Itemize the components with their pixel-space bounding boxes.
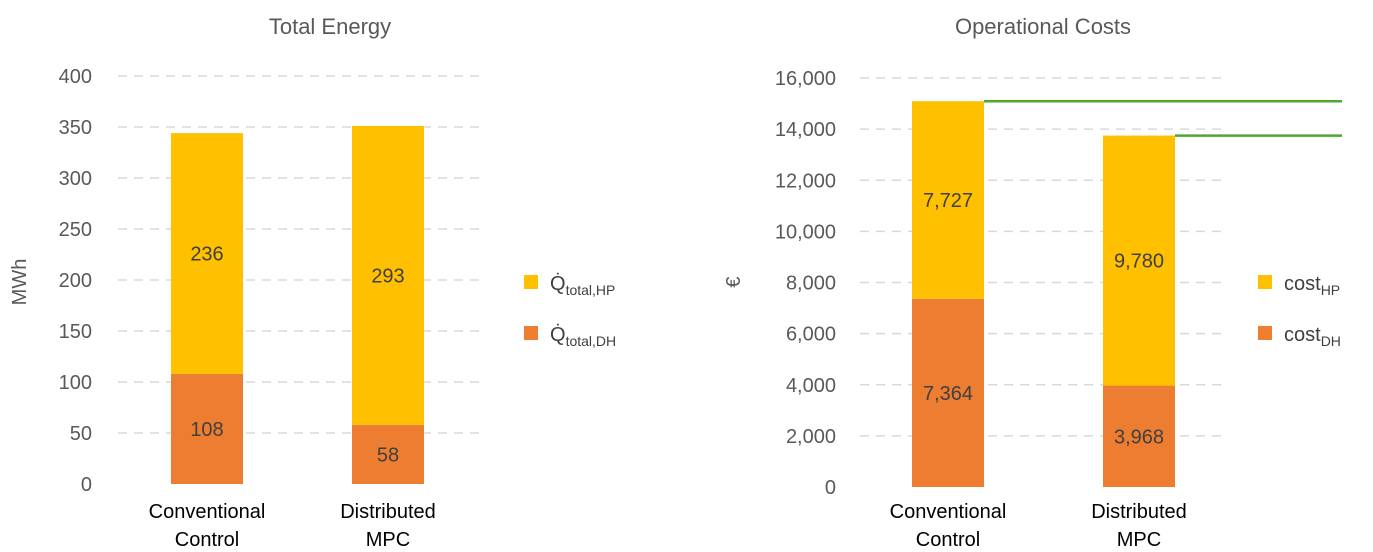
x-tick-label: Conventional [149,501,266,523]
x-tick-label: Control [916,529,980,551]
y-tick-label: 350 [59,117,92,139]
legend-label: Q̇total,HP [550,273,615,298]
chart-title: Operational Costs [955,14,1131,39]
x-tick-label: MPC [1117,529,1161,551]
legend-label: costDH [1284,324,1341,349]
legend-swatch [1258,275,1272,289]
data-label: 108 [190,419,223,441]
y-tick-label: 12,000 [775,170,836,192]
x-tick-label: Distributed [340,501,436,523]
legend-swatch [524,275,538,289]
bar-segment [1103,135,1175,386]
chart-2: Operational Costs 0 2,000 4,000 6,000 8,000 10… [723,14,1342,551]
legend-item: costDH [1258,324,1341,349]
chart-1: Total Energy 0 50 100 150 200 250 300 350 400 MWh 1… [9,14,616,551]
legend-label: Q̇total,DH [550,324,616,349]
y-tick-label: 8,000 [786,273,836,295]
x-tick-label: Control [175,529,239,551]
bar-segment [352,424,424,484]
y-tick-label: 150 [59,321,92,343]
x-tick-label: MPC [366,529,410,551]
y-tick-label: 10,000 [775,221,836,243]
y-tick-label: 400 [59,66,92,88]
y-axis-label: € [723,276,745,287]
legend-item: Q̇total,DH [524,324,616,349]
legend-swatch [1258,326,1272,340]
y-tick-label: 0 [81,474,92,496]
y-tick-label: 2,000 [786,426,836,448]
data-label: 7,364 [923,383,973,405]
x-tick-label: Distributed [1091,501,1187,523]
y-tick-label: 200 [59,270,92,292]
legend-item: costHP [1258,273,1340,298]
bar-segment [912,101,984,299]
bar-segment [1103,385,1175,487]
y-tick-label: 50 [70,423,92,445]
legend-item: Q̇total,HP [524,273,615,298]
data-label: 3,968 [1114,426,1164,448]
legend-swatch [524,326,538,340]
y-tick-label: 6,000 [786,324,836,346]
y-tick-label: 0 [825,477,836,499]
legend-label: costHP [1284,273,1340,298]
bar-segment [171,133,243,374]
y-tick-label: 250 [59,219,92,241]
y-tick-label: 4,000 [786,375,836,397]
data-label: 293 [371,265,404,287]
data-label: 58 [377,444,399,466]
data-label: 7,727 [923,190,973,212]
data-label: 236 [190,243,223,265]
bar-segment [352,125,424,425]
y-tick-label: 16,000 [775,68,836,90]
y-axis-label: MWh [9,259,31,306]
bar-segment [171,373,243,484]
chart-title: Total Energy [269,14,391,39]
y-tick-label: 100 [59,372,92,394]
data-label: 9,780 [1114,251,1164,273]
y-tick-label: 300 [59,168,92,190]
x-tick-label: Conventional [890,501,1007,523]
bar-segment [912,298,984,487]
y-tick-label: 14,000 [775,119,836,141]
